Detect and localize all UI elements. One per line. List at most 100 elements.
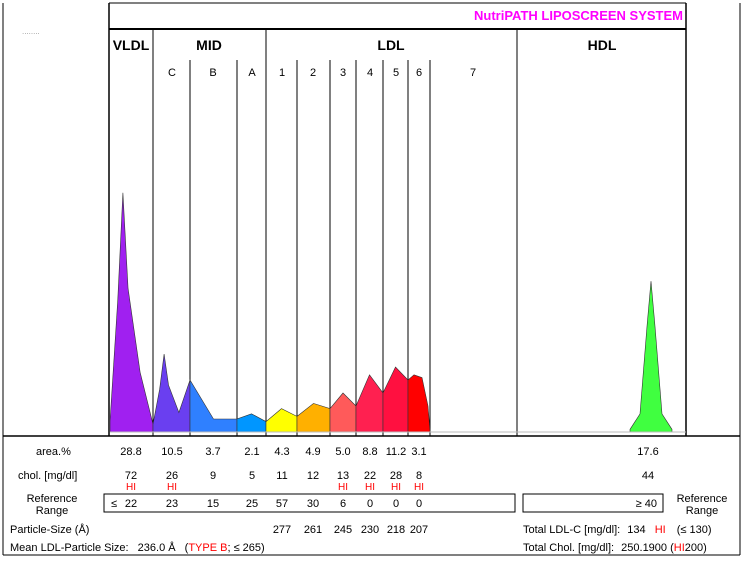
ref-box-left	[103, 493, 516, 513]
area-vldl: 28.8	[120, 446, 141, 458]
band-ldl-4	[355, 374, 384, 433]
particle-ldl-2: 261	[304, 524, 322, 536]
sub-label-a: A	[248, 67, 256, 79]
chol-hdl: 44	[642, 470, 654, 482]
flag-mid-c: HI	[167, 482, 177, 493]
area-mid-b: 3.7	[205, 446, 220, 458]
group-label-hdl: HDL	[588, 37, 617, 53]
chol-mid-c: 26	[166, 470, 178, 482]
particle-ldl-3: 245	[334, 524, 352, 536]
ref-label-right-2: Range	[686, 505, 718, 517]
sub-label-c: C	[168, 67, 176, 79]
row-label-area: area.%	[36, 446, 71, 458]
ref-ldl-1: 57	[276, 498, 288, 510]
mean-size-type: TYPE B	[188, 542, 227, 554]
ref-ldl-5: 0	[393, 498, 399, 510]
band-ldl-2	[296, 403, 331, 433]
area-ldl-6: 3.1	[411, 446, 426, 458]
row-label-particle: Particle-Size (Å)	[10, 523, 89, 536]
area-ldl-4: 8.8	[362, 446, 377, 458]
chol-mid-b: 9	[210, 470, 216, 482]
band-hdl	[629, 281, 673, 433]
particle-ldl-1: 277	[273, 524, 291, 536]
chart-title: NutriPATH LIPOSCREEN SYSTEM	[474, 8, 683, 23]
sub-label-1: 1	[279, 67, 285, 79]
ref-ldl-3: 6	[340, 498, 346, 510]
total-chol-line: Total Chol. [mg/dl]: 250.1900 (HI200)	[523, 542, 707, 554]
chol-vldl: 72	[125, 470, 137, 482]
ref-label-left-1: Reference	[27, 493, 78, 505]
area-ldl-1: 4.3	[274, 446, 289, 458]
mean-size-label: Mean LDL-Particle Size:	[10, 542, 129, 554]
group-label-mid: MID	[196, 37, 222, 53]
ref-label-left-2: Range	[36, 505, 68, 517]
ref-label-right-1: Reference	[677, 493, 728, 505]
band-ldl-5	[382, 366, 409, 433]
flag-ldl-3: HI	[338, 482, 348, 493]
total-ldl-ref: ≤ 130	[680, 524, 707, 536]
chol-values: 72 26 9 5 11 12 13 22 28 8 44	[125, 470, 654, 482]
band-mid-a	[236, 413, 267, 433]
flag-vldl: HI	[126, 482, 136, 493]
ref-box-right	[522, 493, 664, 513]
ref-vldl-sign: ≤	[111, 498, 117, 510]
corner-text: ........	[22, 27, 40, 36]
area-ldl-3: 5.0	[335, 446, 350, 458]
sub-label-3: 3	[340, 67, 346, 79]
ref-vldl: 22	[125, 498, 137, 510]
total-ldl-flag: HI	[655, 524, 666, 536]
sub-label-7: 7	[470, 67, 476, 79]
ref-hdl: ≥ 40	[636, 498, 657, 510]
sub-label-b: B	[209, 67, 216, 79]
particle-ldl-4: 230	[361, 524, 379, 536]
ref-values: ≤ 22 23 15 25 57 30 6 0 0 0 ≥ 40	[111, 498, 657, 510]
flag-ldl-6: HI	[414, 482, 424, 493]
ref-mid-c: 23	[166, 498, 178, 510]
band-ldl-1	[265, 408, 298, 433]
area-hdl: 17.6	[637, 446, 658, 458]
mean-size-value: 236.0 Å	[138, 541, 177, 554]
total-chol-value: 250.1900	[621, 542, 667, 554]
ref-ldl-2: 30	[307, 498, 319, 510]
total-ldl-value: 134	[627, 524, 645, 536]
flag-ldl-4: HI	[365, 482, 375, 493]
total-chol-label: Total Chol. [mg/dl]:	[523, 542, 614, 554]
sub-label-4: 4	[367, 67, 373, 79]
chol-ldl-5: 28	[390, 470, 402, 482]
total-chol-flag: HI	[674, 542, 685, 554]
chol-mid-a: 5	[249, 470, 255, 482]
chol-flags: HI HI HI HI HI HI	[126, 482, 424, 493]
chol-ldl-1: 11	[276, 470, 287, 482]
area-values: 28.8 10.5 3.7 2.1 4.3 4.9 5.0 8.8 11.2 3…	[120, 446, 658, 458]
band-ldl-6	[407, 374, 431, 433]
particle-ldl-5: 218	[387, 524, 405, 536]
chol-ldl-2: 12	[307, 470, 319, 482]
flag-ldl-5: HI	[391, 482, 401, 493]
mean-size-line: Mean LDL-Particle Size: 236.0 Å (TYPE B;…	[10, 541, 265, 554]
area-ldl-2: 4.9	[305, 446, 320, 458]
total-ldl-label: Total LDL-C [mg/dl]:	[523, 524, 620, 536]
total-ldl-line: Total LDL-C [mg/dl]: 134 HI (≤ 130)	[523, 524, 712, 536]
group-label-ldl: LDL	[377, 37, 405, 53]
band-separators	[152, 29, 518, 436]
chart-frame	[2, 2, 741, 556]
chol-ldl-6: 8	[416, 470, 422, 482]
band-mid-b	[189, 378, 238, 433]
ref-ldl-4: 0	[367, 498, 373, 510]
sub-label-6: 6	[416, 67, 422, 79]
ref-mid-b: 15	[207, 498, 219, 510]
chol-ldl-3: 13	[337, 470, 349, 482]
band-ldl-3	[329, 392, 357, 433]
area-ldl-5: 11.2	[386, 446, 407, 458]
sub-label-2: 2	[310, 67, 316, 79]
particle-values: 277 261 245 230 218 207	[273, 524, 428, 536]
chol-ldl-4: 22	[364, 470, 376, 482]
distribution-bands	[110, 192, 673, 433]
band-vldl	[110, 192, 154, 433]
row-label-chol: chol. [mg/dl]	[18, 470, 77, 482]
mean-size-ref: ≤ 265	[234, 542, 261, 554]
ref-ldl-6: 0	[416, 498, 422, 510]
area-mid-c: 10.5	[161, 446, 182, 458]
sub-label-5: 5	[393, 67, 399, 79]
